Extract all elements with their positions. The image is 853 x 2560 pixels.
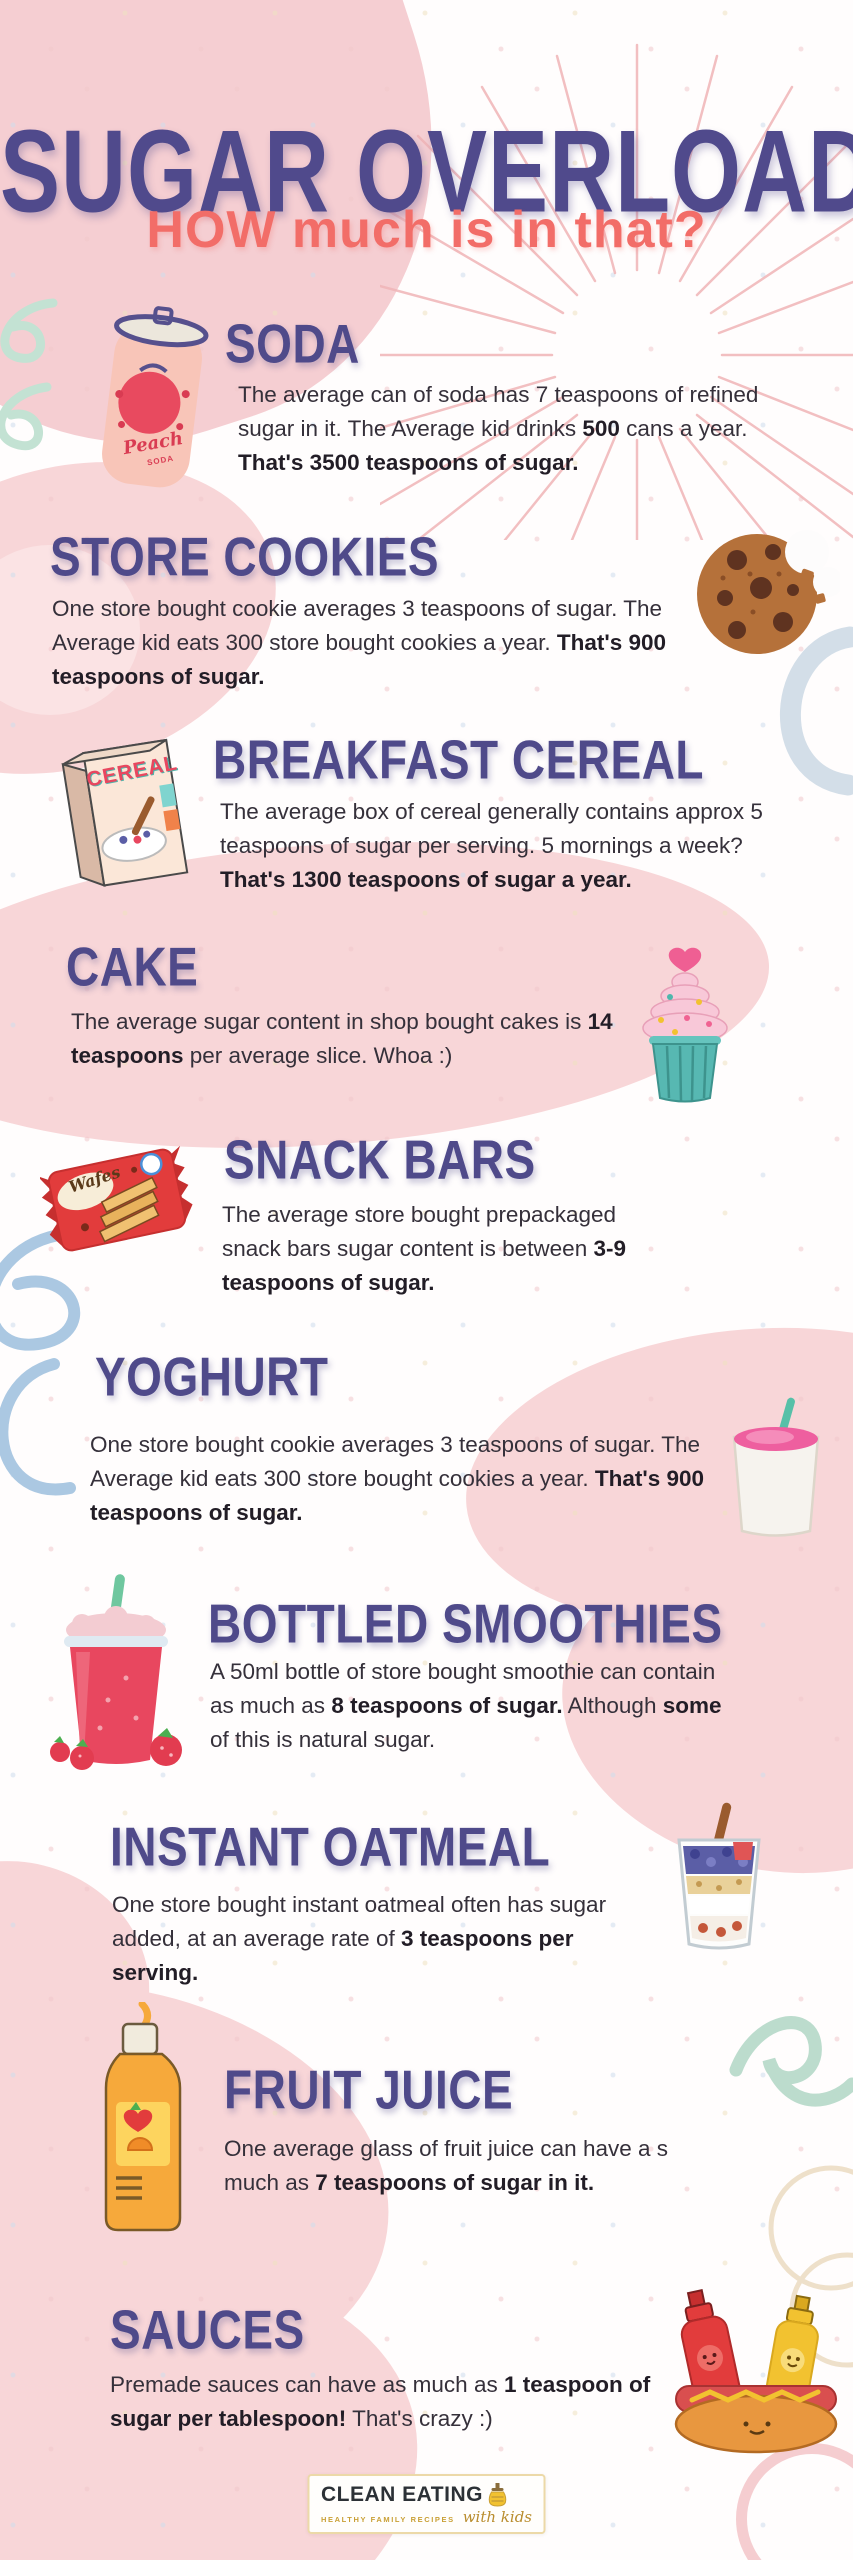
section-heading-bottled-smoothies: BOTTLED SMOOTHIES — [208, 1593, 723, 1655]
green-scribble-right — [729, 2016, 853, 2107]
cookie-icon — [695, 530, 843, 662]
cupcake-icon — [625, 942, 750, 1110]
section-body-cake: The average sugar content in shop bought… — [71, 1009, 613, 1068]
section-body-breakfast-cereal: The average box of cereal generally cont… — [220, 799, 763, 892]
honey-pot-icon — [488, 2483, 508, 2507]
section-heading-sauces: SAUCES — [110, 2299, 305, 2361]
section-body-yoghurt: One store bought cookie averages 3 teasp… — [90, 1432, 705, 1525]
section-heading-store-cookies: STORE COOKIES — [50, 526, 440, 588]
section-body-bottled-smoothies: A 50ml bottle of store bought smoothie c… — [210, 1659, 722, 1752]
section-heading-fruit-juice: FRUIT JUICE — [224, 2059, 514, 2121]
page-subtitle: HOW much is in that? — [146, 201, 707, 259]
section-body-soda: The average can of soda has 7 teaspoons … — [238, 382, 759, 475]
section-heading-snack-bars: SNACK BARS — [224, 1129, 536, 1191]
section-body-snack-bars: The average store bought prepackaged sna… — [222, 1202, 626, 1295]
section-body-sauces: Premade sauces can have as much as 1 tea… — [110, 2372, 651, 2431]
section-body-fruit-juice: One average glass of fruit juice can hav… — [224, 2136, 669, 2195]
green-scribble-left — [0, 298, 58, 451]
soda-can-icon: Peach SODA — [95, 298, 210, 498]
section-heading-breakfast-cereal: BREAKFAST CEREAL — [213, 729, 705, 791]
section-heading-instant-oatmeal: INSTANT OATMEAL — [110, 1816, 551, 1878]
brand-tagline: HEALTHY FAMILY RECIPES — [321, 2515, 455, 2524]
section-body-instant-oatmeal: One store bought instant oatmeal often h… — [112, 1892, 607, 1985]
section-heading-soda: SODA — [225, 313, 360, 375]
brand-logo: CLEAN EATING HEALTHY FAMILY RECIPES with… — [307, 2474, 546, 2534]
smoothie-cup-icon — [42, 1568, 197, 1778]
section-body-store-cookies: One store bought cookie averages 3 teasp… — [52, 596, 667, 689]
blue-scribble-left — [0, 1228, 81, 1496]
pink-ring-bottom-right — [736, 2443, 853, 2560]
brand-script-text: with kids — [462, 2508, 532, 2526]
snack-bar-icon: Wafes — [37, 1130, 195, 1270]
juice-bottle-icon — [90, 2000, 198, 2242]
page-title: SUGAR OVERLOAD — [0, 107, 853, 238]
section-heading-cake: CAKE — [66, 936, 199, 998]
starburst-decoration — [380, 43, 853, 540]
blue-c-scribble-right — [779, 626, 853, 796]
cereal-box-icon: CEREAL — [40, 722, 200, 890]
ketchup-mustard-hotdog-icon — [662, 2278, 847, 2456]
section-heading-yoghurt: YOGHURT — [95, 1346, 329, 1408]
pink-circle-soda-left — [0, 545, 140, 715]
yoghurt-cup-icon — [718, 1395, 840, 1545]
brand-name: CLEAN EATING — [321, 2483, 483, 2506]
oatmeal-cup-icon — [655, 1802, 787, 1960]
